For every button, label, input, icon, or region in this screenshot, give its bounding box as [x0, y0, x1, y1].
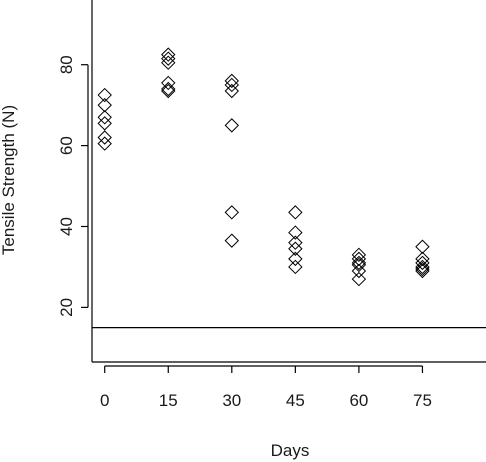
- data-point: [161, 75, 176, 91]
- data-point: [415, 239, 430, 254]
- data-point: [224, 83, 240, 99]
- data-point: [224, 233, 240, 248]
- data-point: [161, 81, 176, 97]
- data-point: [97, 130, 112, 145]
- data-point: [224, 73, 240, 89]
- x-axis: 0 15 30 45 60 75: [100, 365, 432, 410]
- x-tick-label: 45: [286, 391, 305, 410]
- data-point: [288, 251, 303, 267]
- data-point: [288, 225, 303, 240]
- data-point: [288, 241, 303, 256]
- data-point: [351, 247, 367, 263]
- x-tick-label: 30: [222, 391, 241, 410]
- data-point: [224, 77, 240, 93]
- data-point: [351, 257, 367, 273]
- data-point: [415, 259, 430, 275]
- data-point: [97, 97, 112, 113]
- data-point: [97, 110, 112, 125]
- y-tick-label: 80: [57, 55, 76, 74]
- y-axis: 20 40 60 80: [57, 55, 89, 317]
- x-tick-label: 60: [349, 391, 368, 410]
- data-point: [415, 255, 430, 271]
- data-point: [415, 251, 430, 267]
- data-point: [351, 263, 367, 279]
- x-tick-label: 0: [100, 391, 109, 410]
- data-point: [288, 259, 303, 275]
- data-point: [351, 251, 367, 267]
- y-axis-label: Tensile Strength (N): [0, 105, 18, 255]
- data-point: [161, 83, 176, 99]
- x-tick-label: 15: [159, 391, 178, 410]
- data-point: [224, 205, 240, 220]
- data-point: [161, 47, 176, 62]
- data-point: [288, 205, 303, 220]
- data-point: [97, 116, 112, 131]
- data-point: [351, 271, 367, 287]
- plot-frame: [91, 0, 486, 363]
- data-point: [415, 261, 430, 277]
- data-point: [161, 55, 176, 70]
- data-point: [97, 136, 112, 151]
- data-point: [288, 235, 303, 250]
- data-point: [351, 255, 367, 271]
- data-points: [97, 47, 430, 287]
- y-tick-label: 40: [57, 217, 76, 236]
- y-tick-label: 60: [57, 136, 76, 155]
- data-point: [97, 87, 112, 103]
- data-point: [161, 51, 176, 66]
- data-point: [415, 263, 430, 279]
- data-point: [224, 118, 240, 133]
- x-tick-label: 75: [413, 391, 432, 410]
- y-tick-label: 20: [57, 298, 76, 317]
- x-axis-label: Days: [271, 441, 310, 460]
